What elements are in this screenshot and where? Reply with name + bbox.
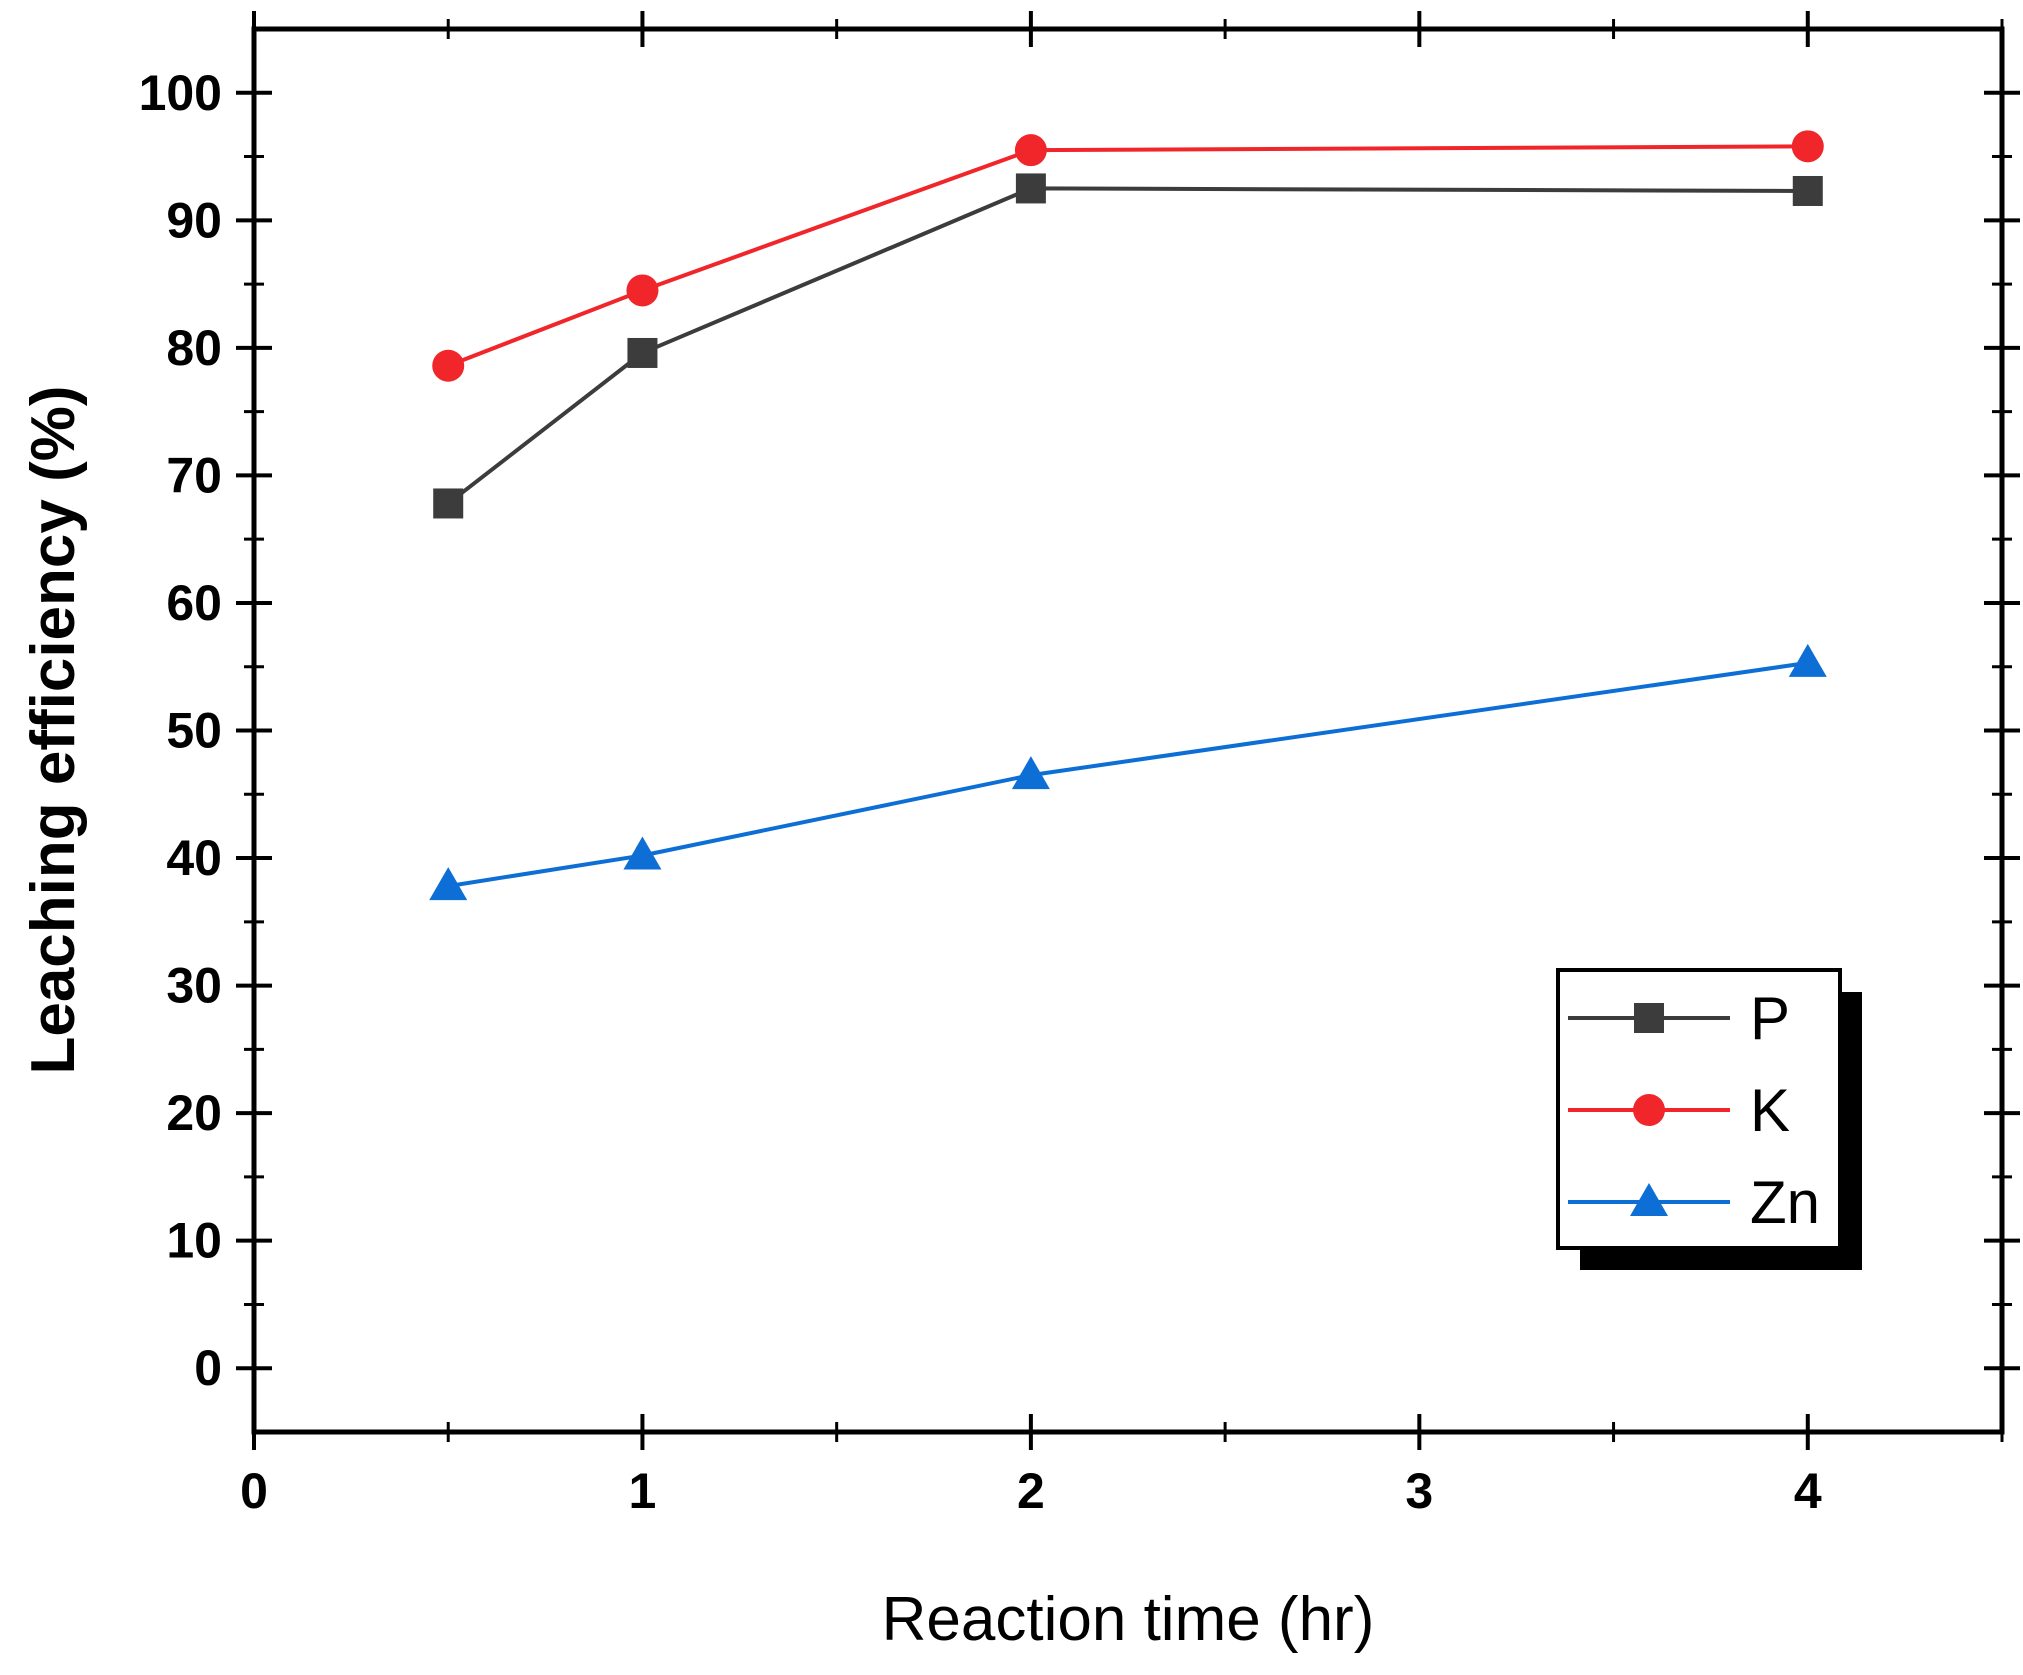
legend-marker-p [1634,1003,1664,1033]
data-point-zn [1011,756,1050,790]
series-line-k [447,144,1808,368]
legend-label-k: K [1750,1077,1790,1144]
data-point-zn [1788,643,1827,677]
legend-label-p: P [1750,985,1790,1052]
series-k [432,130,1824,382]
legend-item-p: P [1568,985,1790,1052]
legend: PK Zn [1556,968,1862,1270]
y-tick-label: 10 [166,1213,222,1269]
y-tick-label: 80 [166,320,222,376]
series-line-p [446,186,1808,506]
x-tick-label: 4 [1794,1463,1822,1519]
series-line-zn [447,660,1809,889]
data-point-k [1014,134,1047,167]
data-point-p [433,488,464,519]
series-zn [429,643,1827,901]
y-tick-label: 60 [166,575,222,631]
data-point-zn [429,867,468,901]
data-point-p [1015,173,1046,204]
y-axis-title: Leaching efficiency (%) [19,385,88,1074]
series-p [433,173,1823,519]
x-axis-title: Reaction time (hr) [882,1585,1375,1654]
x-tick-label: 3 [1405,1463,1433,1519]
x-tick-label: 0 [240,1463,268,1519]
y-tick-label: 20 [166,1085,222,1141]
y-tick-label: 30 [166,958,222,1014]
legend-label-zn: Zn [1750,1169,1820,1236]
data-point-zn [623,836,662,870]
y-tick-label: 0 [194,1340,222,1396]
legend-item-zn: Zn [1568,1169,1820,1236]
y-tick-label: 100 [139,65,222,121]
legend-item-k: K [1568,1077,1790,1144]
y-tick-label: 70 [166,447,222,503]
legend-marker-k [1633,1094,1665,1126]
data-point-k [1791,130,1824,163]
x-tick-label: 1 [629,1463,657,1519]
y-tick-label: 90 [166,192,222,248]
y-tick-label: 40 [166,830,222,886]
data-point-p [1792,175,1823,206]
legend-marker-zn [1630,1183,1668,1216]
data-point-k [432,349,465,382]
data-point-p [627,337,658,368]
y-tick-label: 50 [166,703,222,759]
data-point-k [626,274,659,307]
x-tick-label: 2 [1017,1463,1045,1519]
